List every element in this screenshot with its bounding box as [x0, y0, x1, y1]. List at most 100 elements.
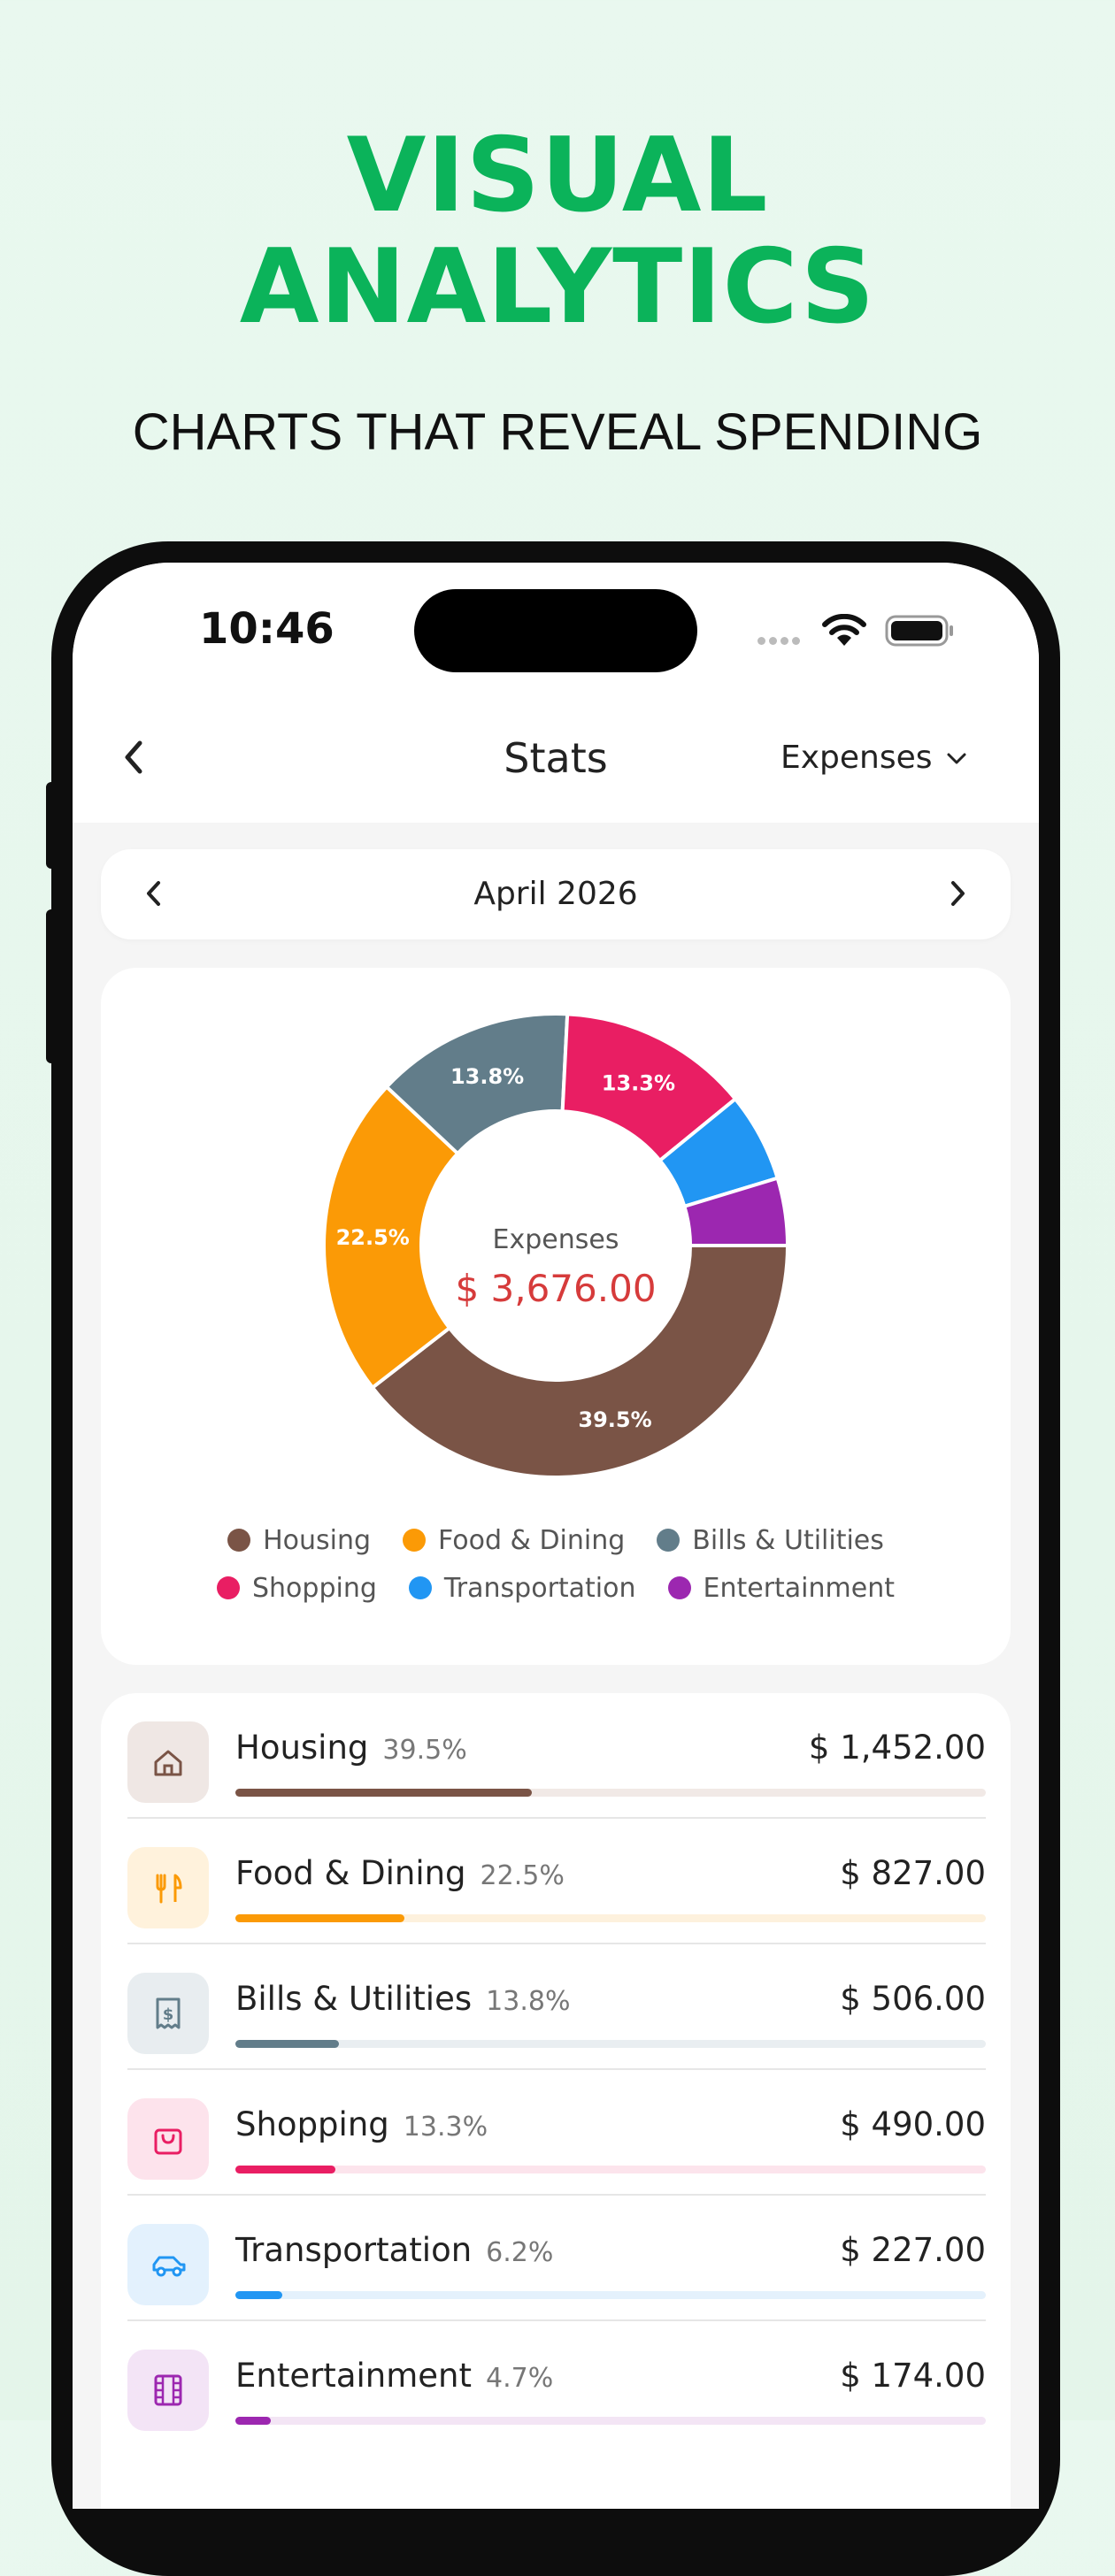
phone-side-button [46, 782, 58, 869]
category-amount: $ 174.00 [840, 2357, 986, 2395]
category-progress-track [235, 1789, 986, 1797]
shopping-bag-icon [127, 2098, 209, 2180]
row-divider [127, 2319, 986, 2321]
category-list: Housing 39.5% $ 1,452.00 Food & Dining 22.… [101, 1693, 1011, 2509]
next-month-button[interactable] [940, 876, 975, 911]
page-title: Stats [504, 734, 608, 782]
category-percent: 22.5% [480, 1860, 565, 1891]
month-selector: April 2026 [101, 849, 1011, 939]
category-name-text: Entertainment [235, 2357, 472, 2395]
legend-item: Transportation [408, 1572, 636, 1604]
category-progress-fill [235, 2040, 340, 2048]
category-name: Entertainment 4.7% [235, 2357, 553, 2395]
donut-slice-label: 13.8% [450, 1064, 524, 1089]
legend-dot [403, 1529, 427, 1552]
category-name: Transportation 6.2% [235, 2231, 553, 2269]
category-progress-track [235, 1914, 986, 1922]
category-amount: $ 227.00 [840, 2231, 986, 2269]
donut-slice-food-dining[interactable] [322, 1084, 461, 1391]
legend-dot [217, 1576, 240, 1599]
type-selector[interactable]: Expenses [780, 740, 968, 776]
wifi-icon [822, 614, 866, 646]
category-name: Housing 39.5% [235, 1729, 467, 1767]
category-row-housing[interactable]: Housing 39.5% $ 1,452.00 [127, 1693, 986, 1819]
legend-item: Shopping [217, 1573, 377, 1604]
category-percent: 4.7% [486, 2363, 554, 2394]
category-progress-fill [235, 2166, 335, 2174]
category-progress-fill [235, 2291, 282, 2299]
category-progress-fill [235, 1914, 404, 1922]
legend-label: Bills & Utilities [692, 1524, 884, 1556]
category-name: Food & Dining 22.5% [235, 1854, 565, 1892]
row-divider [127, 1817, 986, 1819]
legend-label: Housing [263, 1524, 372, 1556]
legend-item: Housing [227, 1525, 371, 1556]
category-amount: $ 1,452.00 [808, 1729, 986, 1767]
category-name: Shopping 13.3% [235, 2105, 488, 2143]
category-row-shopping[interactable]: Shopping 13.3% $ 490.00 [127, 2070, 986, 2196]
donut-slice-label: 39.5% [578, 1407, 651, 1432]
receipt-icon: $ [127, 1973, 209, 2054]
legend-dot [657, 1529, 681, 1552]
category-progress-track [235, 2040, 986, 2048]
house-icon [127, 1721, 209, 1803]
legend-dot [408, 1576, 432, 1599]
category-amount: $ 490.00 [840, 2105, 986, 2143]
legend-row: Shopping Transportation Entertainment [101, 1564, 1011, 1612]
promo-subheadline: CHARTS THAT REVEAL SPENDING [132, 403, 983, 461]
car-icon [127, 2224, 209, 2305]
donut-slice-housing[interactable] [370, 1244, 790, 1479]
status-time: 10:46 [199, 604, 334, 654]
category-amount: $ 827.00 [840, 1854, 986, 1892]
signal-icon [757, 633, 804, 649]
dynamic-island [414, 589, 697, 672]
category-amount: $ 506.00 [840, 1980, 986, 2018]
category-name-text: Food & Dining [235, 1854, 466, 1892]
promo-headline-line1: VISUAL [346, 116, 769, 235]
category-progress-track [235, 2291, 986, 2299]
chart-card: 39.5% 22.5% 13.8% 13.3% Expenses $ 3,676.00… [101, 968, 1011, 1665]
donut-chart: 39.5% 22.5% 13.8% 13.3% [322, 1012, 790, 1479]
legend-label: Shopping [252, 1572, 377, 1604]
app-header: Stats Expenses [73, 695, 1039, 823]
legend-dot [667, 1576, 691, 1599]
category-progress-fill [235, 1789, 532, 1797]
category-name-text: Housing [235, 1729, 369, 1767]
row-divider [127, 2068, 986, 2070]
category-percent: 6.2% [486, 2237, 554, 2268]
category-name: Bills & Utilities 13.8% [235, 1980, 570, 2018]
month-label: April 2026 [473, 876, 638, 912]
donut-slice-label: 22.5% [336, 1225, 410, 1250]
legend-label: Food & Dining [438, 1524, 626, 1556]
category-progress-fill [235, 2417, 271, 2425]
chevron-down-icon [947, 753, 966, 763]
previous-month-button[interactable] [136, 876, 172, 911]
legend-dot [227, 1529, 251, 1552]
category-name-text: Shopping [235, 2105, 389, 2143]
category-row-entertainment[interactable]: Entertainment 4.7% $ 174.00 [127, 2321, 986, 2447]
donut-slice-label: 13.3% [602, 1070, 675, 1095]
chart-legend: Housing Food & Dining Bills & Utilities Sho… [101, 1516, 1011, 1612]
legend-label: Entertainment [703, 1572, 895, 1604]
svg-text:$: $ [163, 2005, 174, 2024]
legend-item: Food & Dining [403, 1525, 625, 1556]
category-progress-track [235, 2166, 986, 2174]
promo-headline-line2: ANALYTICS [239, 227, 876, 347]
category-row-food-dining[interactable]: Food & Dining 22.5% $ 827.00 [127, 1819, 986, 1944]
phone-side-button [46, 909, 58, 1063]
utensils-icon [127, 1847, 209, 1928]
phone-screen: 10:46 Stats Expenses April 2026 [73, 563, 1039, 2509]
category-name-text: Transportation [235, 2231, 473, 2269]
category-percent: 13.8% [486, 1986, 571, 2017]
legend-label: Transportation [443, 1572, 636, 1604]
battery-icon [885, 615, 953, 647]
donut-slice-entertainment[interactable] [681, 1176, 790, 1247]
type-selector-label: Expenses [780, 740, 933, 776]
legend-item: Entertainment [667, 1572, 895, 1604]
back-button[interactable] [108, 731, 161, 784]
category-row-bills-utilities[interactable]: $ Bills & Utilities 13.8% $ 506.00 [127, 1944, 986, 2070]
donut-center-value: $ 3,676.00 [455, 1267, 657, 1310]
status-bar: 10:46 [73, 563, 1039, 695]
promo-headline: VISUAL ANALYTICS [0, 120, 1115, 343]
category-row-transportation[interactable]: Transportation 6.2% $ 227.00 [127, 2196, 986, 2321]
